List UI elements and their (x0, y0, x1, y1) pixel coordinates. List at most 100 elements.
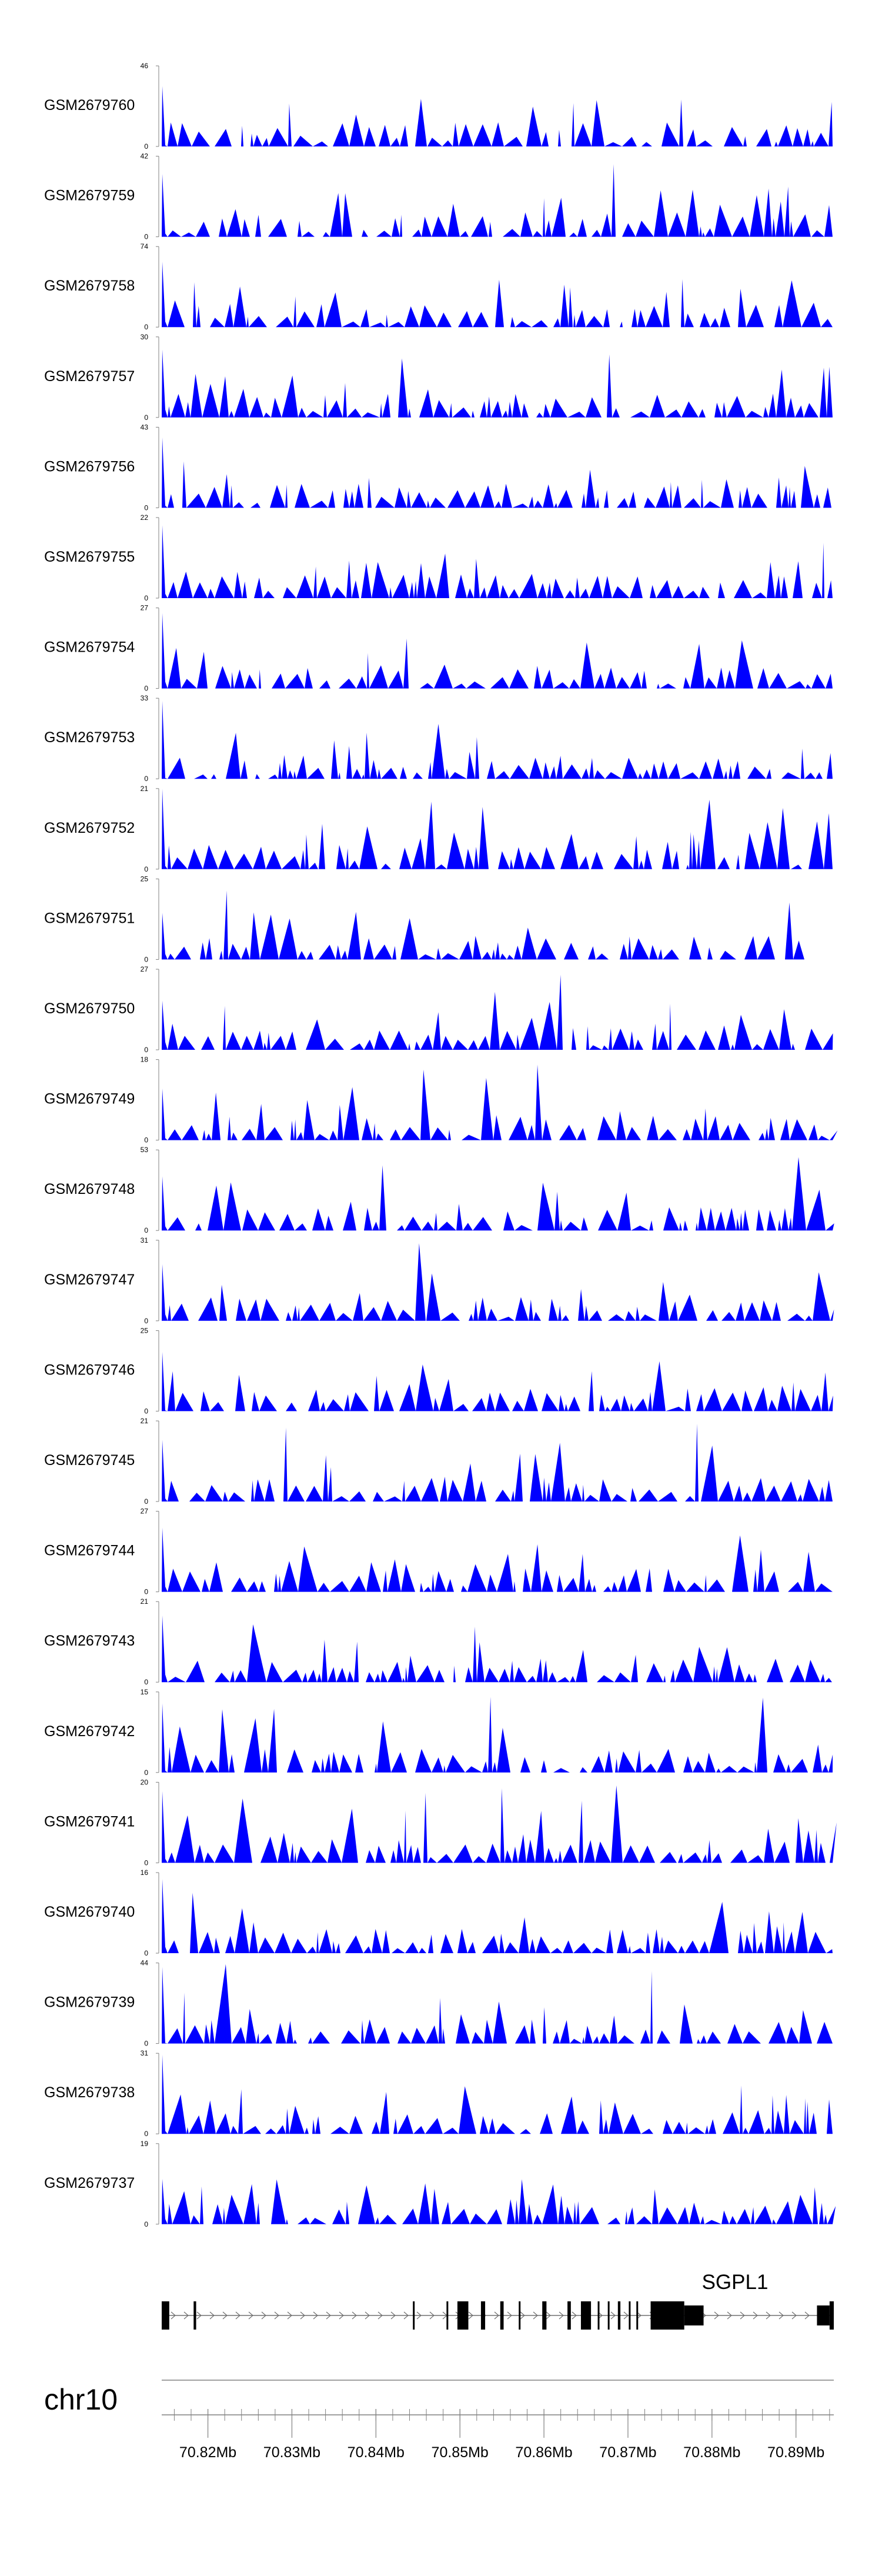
strand-arrow (546, 2311, 551, 2320)
coverage-area (162, 1352, 833, 1412)
y-tick-label-max: 16 (141, 1868, 149, 1877)
strand-arrow (300, 2311, 305, 2320)
strand-arrow (468, 2311, 473, 2320)
track-GSM2679749: GSM2679749 18 0 (44, 1056, 838, 1144)
track-label: GSM2679760 (44, 97, 135, 114)
y-tick-label-min: 0 (144, 1317, 148, 1325)
coverage-area (162, 86, 833, 146)
y-tick-label-min: 0 (144, 1678, 148, 1686)
coverage-area (162, 975, 833, 1050)
y-tick-label-max: 15 (141, 1688, 149, 1696)
y-tick-label-min: 0 (144, 865, 148, 873)
track-label: GSM2679748 (44, 1181, 135, 1197)
strand-arrow (727, 2311, 732, 2320)
coverage-area (162, 262, 833, 328)
strand-arrow (623, 2311, 629, 2320)
gene-track: SGPL1 (162, 2271, 834, 2330)
strand-arrow (261, 2311, 266, 2320)
track-label: GSM2679743 (44, 1633, 135, 1649)
y-tick-label-max: 22 (141, 513, 149, 522)
strand-arrow (494, 2311, 499, 2320)
y-tick-label-min: 0 (144, 1407, 148, 1415)
track-label: GSM2679749 (44, 1091, 135, 1107)
axis-tick-label: 70.83Mb (263, 2444, 320, 2461)
genome-axis-track: chr10 70.82Mb 70.83Mb 70.84Mb 70.85Mb 70.86M… (44, 2380, 834, 2461)
y-tick-label-min: 0 (144, 1858, 148, 1867)
y-tick-label-max: 74 (141, 242, 149, 251)
track-label: GSM2679744 (44, 1543, 135, 1559)
track-label: GSM2679737 (44, 2175, 135, 2191)
track-GSM2679737: GSM2679737 19 0 (44, 2140, 836, 2228)
track-GSM2679748: GSM2679748 53 0 (44, 1146, 834, 1234)
track-GSM2679742: GSM2679742 15 0 (44, 1688, 833, 1777)
y-tick-label-max: 31 (141, 2049, 149, 2057)
coverage-area (162, 1065, 838, 1140)
y-tick-label-min: 0 (144, 2040, 148, 2048)
track-label: GSM2679757 (44, 368, 135, 385)
track-GSM2679753: GSM2679753 33 0 (44, 694, 833, 783)
strand-arrow (559, 2311, 564, 2320)
y-tick-label-max: 18 (141, 1056, 149, 1064)
track-GSM2679746: GSM2679746 25 0 (44, 1326, 833, 1415)
y-tick-label-max: 21 (141, 1417, 149, 1425)
track-label: GSM2679753 (44, 729, 135, 746)
y-tick-label-max: 19 (141, 2140, 149, 2148)
track-label: GSM2679747 (44, 1272, 135, 1288)
strand-arrow (235, 2311, 240, 2320)
strand-arrow (766, 2311, 771, 2320)
y-tick-label-min: 0 (144, 323, 148, 331)
track-GSM2679759: GSM2679759 42 0 (44, 152, 833, 241)
strand-arrow (171, 2311, 176, 2320)
y-tick-label-max: 46 (141, 62, 149, 70)
coverage-area (162, 789, 833, 869)
y-tick-label-min: 0 (144, 1497, 148, 1506)
y-tick-label-max: 21 (141, 785, 149, 793)
track-label: GSM2679740 (44, 1904, 135, 1920)
exon-block (162, 2301, 169, 2330)
exon-block (636, 2301, 639, 2330)
gene-name-label: SGPL1 (702, 2271, 769, 2294)
track-GSM2679747: GSM2679747 31 0 (44, 1236, 834, 1325)
strand-arrow (636, 2311, 642, 2320)
track-GSM2679741: GSM2679741 20 0 (44, 1778, 837, 1867)
track-label: GSM2679754 (44, 639, 135, 656)
coverage-area (162, 437, 833, 508)
y-tick-label-min: 0 (144, 955, 148, 963)
axis-tick-label: 70.86Mb (515, 2444, 572, 2461)
strand-arrow (403, 2311, 409, 2320)
coverage-area (162, 1527, 833, 1592)
y-tick-label-min: 0 (144, 1046, 148, 1054)
coverage-area (162, 1697, 833, 1773)
track-GSM2679755: GSM2679755 22 0 (44, 513, 833, 602)
y-tick-label-max: 31 (141, 1236, 149, 1244)
track-label: GSM2679750 (44, 1000, 135, 1017)
coverage-area (162, 2054, 833, 2134)
strand-arrow (804, 2311, 810, 2320)
track-GSM2679745: GSM2679745 21 0 (44, 1417, 833, 1506)
track-GSM2679743: GSM2679743 21 0 (44, 1597, 833, 1686)
exon-block (567, 2301, 571, 2330)
y-tick-label-max: 44 (141, 1959, 149, 1967)
y-tick-label-min: 0 (144, 503, 148, 512)
coverage-area (162, 1157, 834, 1231)
y-tick-label-max: 21 (141, 1597, 149, 1606)
track-GSM2679740: GSM2679740 16 0 (44, 1868, 833, 1957)
strand-arrow (753, 2311, 758, 2320)
strand-arrow (248, 2311, 253, 2320)
track-label: GSM2679758 (44, 278, 135, 294)
y-tick-label-min: 0 (144, 775, 148, 783)
track-GSM2679751: GSM2679751 25 0 (44, 875, 804, 963)
y-tick-label-min: 0 (144, 1588, 148, 1596)
exon-block (480, 2301, 486, 2330)
track-GSM2679739: GSM2679739 44 0 (44, 1959, 833, 2048)
coverage-tracks: GSM2679760460GSM2679759420GSM2679758740G… (44, 62, 838, 2228)
utr-block (684, 2305, 704, 2325)
strand-arrow (365, 2311, 370, 2320)
track-GSM2679744: GSM2679744 27 0 (44, 1507, 833, 1596)
coverage-area (162, 1878, 833, 1953)
strand-arrow (779, 2311, 784, 2320)
strand-arrow (196, 2311, 202, 2320)
y-tick-label-max: 30 (141, 333, 149, 341)
track-label: GSM2679755 (44, 549, 135, 565)
strand-arrow (274, 2311, 279, 2320)
